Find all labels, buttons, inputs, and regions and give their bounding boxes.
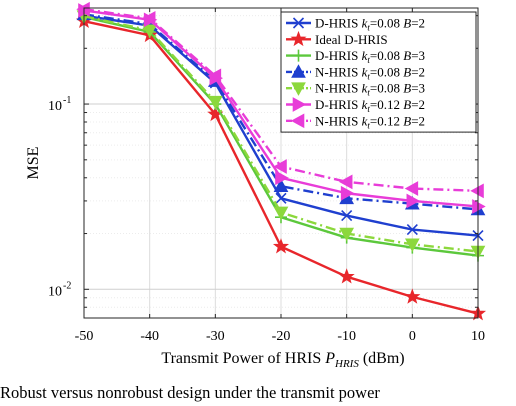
legend-box [280,11,477,133]
marker-triangle-right [340,185,355,201]
marker-triangle-left [338,174,353,190]
y-tick-label-exponent: -2 [63,280,71,291]
marker-star [338,268,355,284]
legend-entry-2: Ideal D-HRIS [286,30,388,47]
x-tick-label: -30 [206,329,225,344]
marker-x [406,224,418,236]
marker-star [404,288,421,304]
marker-triangle-left [404,181,419,196]
marker-triangle-down [339,227,355,242]
marker-star [290,30,307,47]
marker-triangle-down [291,82,306,96]
y-tick-label: 10 [48,284,62,299]
legend-label: D-HRIS kt=0.08 B=3 [315,48,425,65]
marker-triangle-right [406,193,421,209]
marker-triangle-left [290,113,305,129]
x-tick-label: -20 [272,329,291,344]
legend-label: N-HRIS kt=0.12 B=2 [315,113,425,130]
marker-triangle-left [141,11,156,26]
marker-triangle-right [292,97,307,112]
marker-star [272,238,290,254]
marker-triangle-up [291,64,306,78]
marker-triangle-down [273,206,289,221]
legend-entry-1: D-HRIS kt=0.08 B=2 [286,16,425,33]
marker-triangle-down [207,95,223,110]
legend-entry-4: N-HRIS kt=0.08 B=2 [286,64,425,81]
x-tick-label: 10 [471,329,485,344]
y-tick-label: 10 [48,99,62,114]
y-axis-label: MSE [25,147,42,180]
legend-label: D-HRIS kt=0.12 B=2 [315,97,425,114]
legend-label: Ideal D-HRIS [315,32,388,47]
marker-x [341,210,353,222]
series-7 [76,1,484,199]
x-tick-label: -40 [140,329,159,344]
marker-triangle-right [275,170,289,186]
x-axis-label: Transmit Power of HRIS PHRIS (dBm) [161,350,404,370]
marker-triangle-down [142,24,158,39]
marker-x [292,17,305,29]
marker-plus [292,49,305,62]
legend-entry-3: D-HRIS kt=0.08 B=3 [286,48,425,65]
series-lines [75,1,487,321]
legend-label: N-HRIS kt=0.08 B=2 [315,64,425,81]
marker-triangle-up [273,178,289,193]
y-tick-label-exponent: -1 [63,95,71,106]
marker-triangle-left [207,68,222,84]
marker-triangle-left [273,159,287,174]
figure-caption: Robust versus nonrobust design under the… [0,383,380,402]
legend-entry-5: N-HRIS kt=0.08 B=3 [286,81,425,98]
legend-entry-6: D-HRIS kt=0.12 B=2 [286,97,425,114]
x-tick-label: -50 [75,329,94,344]
x-tick-label: -10 [337,329,356,344]
marker-x [275,192,287,204]
x-tick-label: 0 [409,329,416,344]
legend-label: N-HRIS kt=0.08 B=3 [315,81,425,98]
legend-label: D-HRIS kt=0.08 B=2 [315,16,425,33]
marker-triangle-down [404,238,420,252]
legend-entry-7: N-HRIS kt=0.12 B=2 [286,113,425,130]
